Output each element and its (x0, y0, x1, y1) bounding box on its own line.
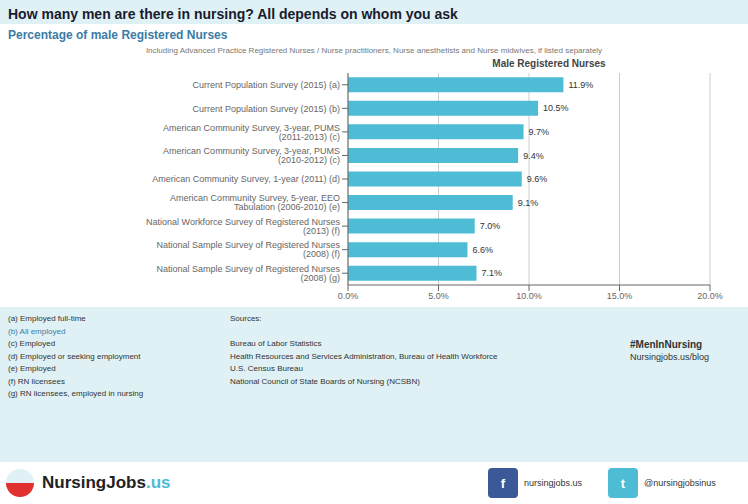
svg-text:10.0%: 10.0% (516, 291, 542, 301)
svg-text:Current Population Survey (201: Current Population Survey (2015) (a) (192, 80, 340, 90)
html-text:NursingJobs.us: NursingJobs.us (42, 473, 171, 492)
html-text:Nursingjobs.us/blog: Nursingjobs.us/blog (630, 352, 709, 362)
svg-text:National Sample Survey of Regi: National Sample Survey of Registered Nur… (156, 264, 340, 283)
svg-text:American Community Survey, 3-y: American Community Survey, 3-year, PUMS(… (163, 146, 340, 165)
svg-text:7.0%: 7.0% (480, 221, 501, 231)
svg-text:American Community Survey, 3-y: American Community Survey, 3-year, PUMS(… (163, 123, 340, 142)
html-text:(a) Employed full-time: (a) Employed full-time (8, 314, 86, 323)
svg-text:Current Population Survey (201: Current Population Survey (2015) (b) (192, 104, 340, 114)
html-text:U.S. Census Bureau: U.S. Census Bureau (230, 364, 303, 373)
html-text:Percentage of male Registered: Percentage of male Registered Nurses (8, 28, 228, 42)
svg-text:National Sample Survey of Regi: National Sample Survey of Registered Nur… (156, 240, 340, 259)
svg-text:20.0%: 20.0% (697, 291, 723, 301)
svg-text:American Community Survey, 1-y: American Community Survey, 1-year (2011)… (152, 174, 340, 184)
html-text:(c) Employed: (c) Employed (8, 339, 56, 348)
html-text:(d) Employed or seeking employ: (d) Employed or seeking employment (8, 351, 141, 361)
html-text:(f) RN licensees: (f) RN licensees (8, 376, 65, 386)
html-text:Bureau of Labor Statistics: Bureau of Labor Statistics (230, 339, 322, 348)
svg-text:10.5%: 10.5% (543, 103, 569, 113)
html-text:Health Resources and Services: Health Resources and Services Administra… (230, 351, 498, 361)
html-text:nursingjobs.us: nursingjobs.us (524, 478, 582, 488)
html-text:(b) All employed: (b) All employed (8, 326, 66, 336)
html-text:Male Registered Nurses: Male Registered Nurses (492, 58, 606, 69)
svg-text:11.9%: 11.9% (568, 80, 593, 90)
svg-text:9.7%: 9.7% (529, 127, 550, 137)
html-text:@nursingjobsinus: @nursingjobsinus (644, 478, 716, 488)
svg-text:9.1%: 9.1% (518, 198, 539, 208)
html-text:t: t (620, 475, 626, 491)
svg-text:0.0%: 0.0% (338, 291, 359, 301)
html-text:How many men are there in nurs: How many men are there in nursing? All d… (8, 6, 458, 22)
html-text:f: f (500, 475, 506, 491)
svg-text:5.0%: 5.0% (428, 291, 449, 301)
svg-text:National Workforce Survey of R: National Workforce Survey of Registered … (146, 217, 340, 236)
html-text:Including Advanced Practice Re: Including Advanced Practice Registered N… (145, 46, 603, 55)
svg-text:7.1%: 7.1% (482, 268, 503, 278)
html-text:#MenInNursing: #MenInNursing (630, 339, 703, 350)
svg-text:9.6%: 9.6% (527, 174, 548, 184)
svg-text:6.6%: 6.6% (472, 245, 493, 255)
svg-text:15.0%: 15.0% (607, 291, 633, 301)
html-text:Sources:: Sources: (230, 314, 262, 323)
html-text:(g) RN licensees, employed in: (g) RN licensees, employed in nursing (8, 389, 144, 398)
svg-text:9.4%: 9.4% (523, 151, 544, 161)
svg-text:American Community Survey, 5-y: American Community Survey, 5-year, EEOTa… (170, 193, 340, 212)
html-text:(e) Employed: (e) Employed (8, 364, 56, 373)
html-text:National Council of State Boar: National Council of State Boards of Nurs… (230, 376, 420, 386)
